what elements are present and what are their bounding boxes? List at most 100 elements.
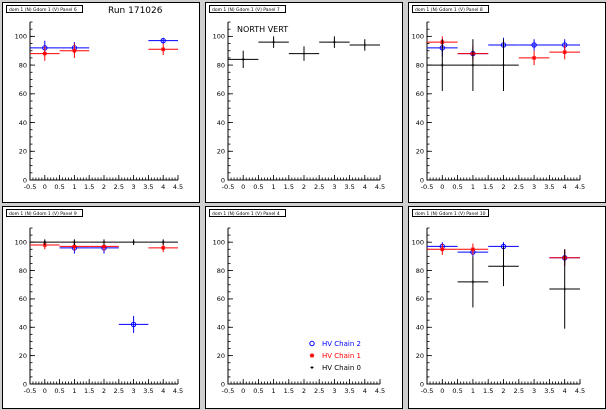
panel-5: dom 1 (N) Gdom 1 (V) Panel 4-0.5 0 0.5 1 1.5… (205, 206, 403, 409)
x-tick-label: 1.5 (483, 183, 493, 191)
data-point (258, 36, 289, 48)
data-point (457, 39, 489, 91)
x-tick-label: 3.5 (143, 183, 153, 191)
marker-circle-2 (130, 321, 137, 328)
data-point (319, 36, 350, 48)
series-hv-chain-0 (427, 39, 519, 91)
title-box (412, 5, 489, 13)
panel-3: dom 1 (N) Gdom 1 (V) Panel 8-0.5 0 0.5 1 1.5… (408, 2, 606, 203)
y-tick-label: 0 (221, 380, 225, 388)
x-tick-label: 0.5 (253, 183, 263, 191)
y-tick-label: 20 (19, 352, 27, 360)
data-point (457, 243, 489, 255)
y-tick-label: 20 (416, 148, 424, 156)
x-tick-label: 4.5 (375, 183, 385, 191)
x-tick-label: 0 (440, 387, 444, 395)
y-tick-label: 20 (19, 148, 27, 156)
x-tick-label: 4 (363, 183, 367, 191)
x-tick-label: 2.5 (314, 183, 324, 191)
x-tick-label: 2 (302, 183, 306, 191)
data-point (89, 239, 119, 246)
y-tick-label: 80 (217, 61, 225, 69)
marker-cross-3 (132, 240, 136, 244)
panel-title: dom 1 (N) Gdom 1 (V) Panel 10 (412, 209, 489, 217)
x-tick-label: 1.5 (84, 387, 94, 395)
data-point (549, 44, 580, 60)
x-tick-label: -0.5 (24, 387, 37, 395)
data-point (518, 39, 550, 51)
x-tick-label: 3.5 (143, 387, 153, 395)
marker-cross-1 (502, 264, 505, 268)
x-tick-label: 2 (501, 183, 505, 191)
marker-cross-3 (332, 40, 336, 44)
title-box (209, 209, 286, 217)
y-tick-label: 80 (217, 267, 225, 275)
legend-entry: HV Chain 2 (322, 340, 361, 348)
data-point (30, 46, 60, 61)
y-tick-label: 80 (416, 61, 424, 69)
panel-title-text: dom 1 (N) Gdom 1 (V) Panel 4 (212, 211, 280, 217)
data-point (488, 39, 519, 91)
pad-frame (205, 206, 403, 409)
y-tick-label: 100 (412, 238, 424, 246)
marker-cross-2 (502, 63, 505, 67)
series-hv-chain-0 (457, 246, 580, 329)
x-tick-label: 3.5 (344, 387, 354, 395)
y-tick-label: 40 (217, 324, 225, 332)
x-tick-label: 0 (43, 183, 47, 191)
panel-1: dom 1 (N) Gdom 1 (V) Panel 6-0.5 0 0.5 1 1.5… (2, 2, 200, 203)
x-tick-label: 4 (563, 183, 567, 191)
data-point (427, 39, 458, 91)
marker-star-2 (101, 244, 107, 249)
title-box (412, 209, 489, 217)
y-tick-label: 40 (19, 119, 27, 127)
panel-2: dom 1 (N) Gdom 1 (V) Panel 7-0.5 0 0.5 1 1.5… (205, 2, 403, 203)
x-tick-label: 4 (161, 183, 165, 191)
marker-cross-1 (471, 63, 475, 67)
x-tick-label: 1 (72, 387, 76, 395)
data-point (59, 239, 90, 246)
y-tick-label: 100 (15, 33, 27, 41)
x-tick-label: 0.5 (253, 387, 263, 395)
data-point (349, 39, 380, 51)
panel-6: dom 1 (N) Gdom 1 (V) Panel 10-0.5 0 0.5 1 1.… (408, 206, 606, 409)
x-tick-label: 2.5 (514, 387, 524, 395)
panel-title: dom 1 (N) Gdom 1 (V) Panel 4 (209, 209, 286, 217)
data-point (518, 50, 550, 66)
panel-title: dom 1 (N) Gdom 1 (V) Panel 8 (412, 5, 489, 13)
marker-star-2 (161, 47, 166, 52)
marker-cross-2 (563, 287, 567, 291)
x-tick-label: 0.5 (54, 183, 64, 191)
x-tick-label: 1.5 (84, 183, 94, 191)
x-tick-label: 2 (102, 387, 106, 395)
x-tick-label: 4.5 (173, 183, 183, 191)
y-tick-label: 20 (416, 352, 424, 360)
x-tick-label: 3.5 (544, 387, 554, 395)
data-point (148, 43, 178, 56)
legend: HV Chain 2 HV Chain 1 HV Chain 0 (309, 340, 361, 372)
y-tick-label: 60 (19, 90, 27, 98)
y-tick-label: 0 (23, 176, 27, 184)
x-tick-label: 1 (72, 183, 76, 191)
pad-frame (408, 206, 606, 409)
data-point (118, 315, 149, 333)
x-tick-label: 3.5 (544, 183, 554, 191)
marker-cross-1 (72, 240, 76, 244)
data-point (288, 46, 320, 61)
title-box (6, 5, 83, 13)
data-point (118, 239, 149, 246)
marker-cross-2 (310, 366, 314, 369)
marker-star-0 (440, 247, 445, 252)
y-tick-label: 40 (217, 119, 225, 127)
pad-frame (205, 2, 403, 203)
x-tick-label: 3 (132, 387, 136, 395)
x-tick-label: -0.5 (24, 183, 37, 191)
marker-circle-2 (160, 37, 166, 44)
panel-title-text: dom 1 (N) Gdom 1 (V) Panel 9 (9, 211, 77, 217)
y-tick-label: 100 (213, 238, 225, 246)
y-tick-label: 40 (416, 119, 424, 127)
x-tick-label: 2 (302, 387, 306, 395)
x-tick-label: 0 (440, 183, 444, 191)
y-tick-label: 100 (412, 33, 424, 41)
